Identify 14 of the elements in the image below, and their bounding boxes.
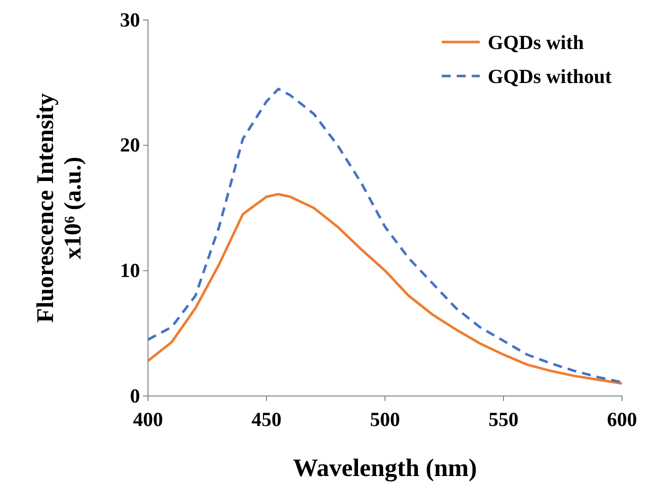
- legend-label: GQDs with: [488, 32, 584, 54]
- y-tick-label: 30: [120, 9, 140, 32]
- x-tick-label: 500: [370, 409, 400, 431]
- y-tick-label: 0: [130, 385, 140, 408]
- x-tick-label: 600: [607, 409, 637, 431]
- x-axis-title: Wavelength (nm): [292, 455, 478, 482]
- y-tick-label: 10: [120, 260, 140, 282]
- legend-label: GQDs without: [488, 66, 612, 88]
- x-tick-label: 450: [252, 409, 282, 431]
- x-tick-label: 550: [488, 409, 518, 431]
- y-tick-label: 20: [120, 134, 140, 157]
- line-series: [146, 192, 624, 385]
- y-axis-title: Fluorescence Intensity x10⁶ (a.u.): [33, 93, 87, 323]
- x-tick-label: 400: [133, 409, 163, 431]
